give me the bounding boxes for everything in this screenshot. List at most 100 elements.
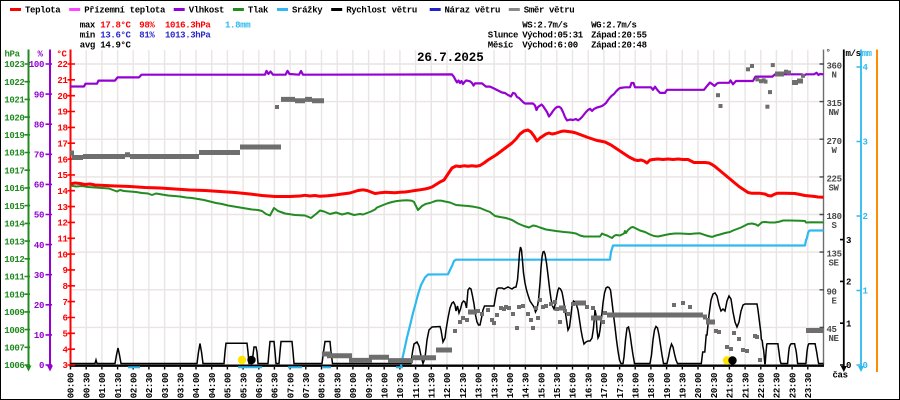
svg-text:06:00: 06:00 xyxy=(255,373,265,398)
svg-text:14:00: 14:00 xyxy=(506,373,516,398)
svg-text:N: N xyxy=(832,71,837,81)
svg-text:18:30: 18:30 xyxy=(647,373,657,398)
svg-text:16: 16 xyxy=(57,155,67,165)
svg-text:1009: 1009 xyxy=(4,308,24,318)
svg-text:1008: 1008 xyxy=(4,326,24,336)
svg-text:08:00: 08:00 xyxy=(318,373,328,398)
svg-text:Východ:05:31: Východ:05:31 xyxy=(522,31,584,41)
svg-text:09:00: 09:00 xyxy=(349,373,359,398)
svg-text:1013.3hPa: 1013.3hPa xyxy=(165,31,211,41)
svg-text:15:00: 15:00 xyxy=(537,373,547,398)
svg-text:2: 2 xyxy=(846,278,851,288)
svg-text:Srážky: Srážky xyxy=(292,6,323,16)
svg-text:Tlak: Tlak xyxy=(248,6,269,16)
svg-text:100: 100 xyxy=(29,60,44,70)
svg-text:1010: 1010 xyxy=(4,290,24,300)
svg-text:18:00: 18:00 xyxy=(632,373,642,398)
svg-text:NE: NE xyxy=(829,334,840,344)
svg-text:16:00: 16:00 xyxy=(569,373,579,398)
svg-text:3: 3 xyxy=(863,138,868,148)
svg-text:E: E xyxy=(832,296,838,306)
svg-text:8: 8 xyxy=(62,282,67,292)
svg-text:04:00: 04:00 xyxy=(192,373,202,398)
svg-text:Západ:20:55: Západ:20:55 xyxy=(591,31,647,41)
svg-text:06:30: 06:30 xyxy=(271,373,281,398)
svg-text:11:00: 11:00 xyxy=(412,373,422,398)
svg-text:22:30: 22:30 xyxy=(773,373,783,398)
svg-text:5: 5 xyxy=(62,330,67,340)
svg-text:45: 45 xyxy=(827,325,837,335)
svg-text:4: 4 xyxy=(863,63,869,73)
svg-text:1007: 1007 xyxy=(4,343,24,353)
svg-text:1021: 1021 xyxy=(4,96,25,106)
svg-text:18: 18 xyxy=(57,124,67,134)
svg-text:3: 3 xyxy=(846,236,851,246)
svg-text:50: 50 xyxy=(34,211,44,221)
svg-text:70: 70 xyxy=(34,151,44,161)
svg-text:6: 6 xyxy=(62,314,67,324)
svg-text:10: 10 xyxy=(34,331,44,341)
svg-text:S: S xyxy=(832,221,838,231)
svg-text:hPa: hPa xyxy=(5,50,21,60)
svg-text:W: W xyxy=(832,146,838,156)
svg-text:1011: 1011 xyxy=(4,273,25,283)
svg-text:°C: °C xyxy=(57,50,68,60)
svg-text:1015: 1015 xyxy=(4,202,24,212)
svg-text:16:30: 16:30 xyxy=(584,373,594,398)
svg-text:Teplota: Teplota xyxy=(25,6,61,16)
svg-text:3: 3 xyxy=(62,361,67,371)
svg-text:23:00: 23:00 xyxy=(788,373,798,398)
svg-text:01:30: 01:30 xyxy=(114,373,124,398)
svg-text:17.8°C: 17.8°C xyxy=(100,21,131,31)
svg-text:81%: 81% xyxy=(139,31,155,41)
svg-text:22:00: 22:00 xyxy=(757,373,767,398)
svg-text:00:30: 00:30 xyxy=(82,373,92,398)
svg-text:90: 90 xyxy=(827,287,837,297)
svg-text:14.9°C: 14.9°C xyxy=(100,41,131,51)
svg-text:max: max xyxy=(80,21,96,31)
svg-text:90: 90 xyxy=(34,90,44,100)
svg-text:02:30: 02:30 xyxy=(145,373,155,398)
svg-text:17:00: 17:00 xyxy=(600,373,610,398)
svg-text:0: 0 xyxy=(846,361,851,371)
svg-text:1013: 1013 xyxy=(4,237,24,247)
svg-text:°: ° xyxy=(826,48,831,58)
svg-text:315: 315 xyxy=(827,99,842,109)
svg-text:1023: 1023 xyxy=(4,60,24,70)
svg-text:2: 2 xyxy=(863,212,868,222)
svg-text:23:30: 23:30 xyxy=(804,373,814,398)
svg-text:19:30: 19:30 xyxy=(679,373,689,398)
svg-text:40: 40 xyxy=(34,241,44,251)
svg-text:Východ:6:00: Východ:6:00 xyxy=(522,41,578,51)
svg-text:135: 135 xyxy=(827,250,842,260)
svg-text:4: 4 xyxy=(62,345,68,355)
svg-text:Přízemní teplota: Přízemní teplota xyxy=(84,6,166,16)
svg-text:Rychlost větru: Rychlost větru xyxy=(346,6,417,16)
svg-text:7: 7 xyxy=(62,298,67,308)
svg-text:80: 80 xyxy=(34,120,44,130)
svg-text:08:30: 08:30 xyxy=(333,373,343,398)
svg-text:225: 225 xyxy=(827,174,842,184)
svg-text:360: 360 xyxy=(827,62,842,72)
svg-text:0: 0 xyxy=(863,361,868,371)
svg-text:12:00: 12:00 xyxy=(443,373,453,398)
svg-text:02:00: 02:00 xyxy=(129,373,139,398)
svg-text:07:00: 07:00 xyxy=(286,373,296,398)
svg-text:Vlhkost: Vlhkost xyxy=(189,6,224,16)
svg-text:1.8mm: 1.8mm xyxy=(225,21,251,31)
svg-text:avg: avg xyxy=(80,41,95,51)
svg-text:20: 20 xyxy=(57,92,67,102)
svg-text:1019: 1019 xyxy=(4,131,24,141)
svg-text:mm: mm xyxy=(862,49,873,59)
svg-text:12: 12 xyxy=(57,219,67,229)
svg-text:22: 22 xyxy=(57,60,67,70)
svg-text:00:00: 00:00 xyxy=(67,373,77,398)
svg-text:1016: 1016 xyxy=(4,184,24,194)
svg-text:07:30: 07:30 xyxy=(302,373,312,398)
svg-text:20:00: 20:00 xyxy=(694,373,704,398)
svg-text:180: 180 xyxy=(827,212,842,222)
svg-text:13.6°C: 13.6°C xyxy=(100,31,131,41)
svg-text:13:30: 13:30 xyxy=(490,373,500,398)
svg-text:17:30: 17:30 xyxy=(616,373,626,398)
svg-text:21: 21 xyxy=(57,76,68,86)
